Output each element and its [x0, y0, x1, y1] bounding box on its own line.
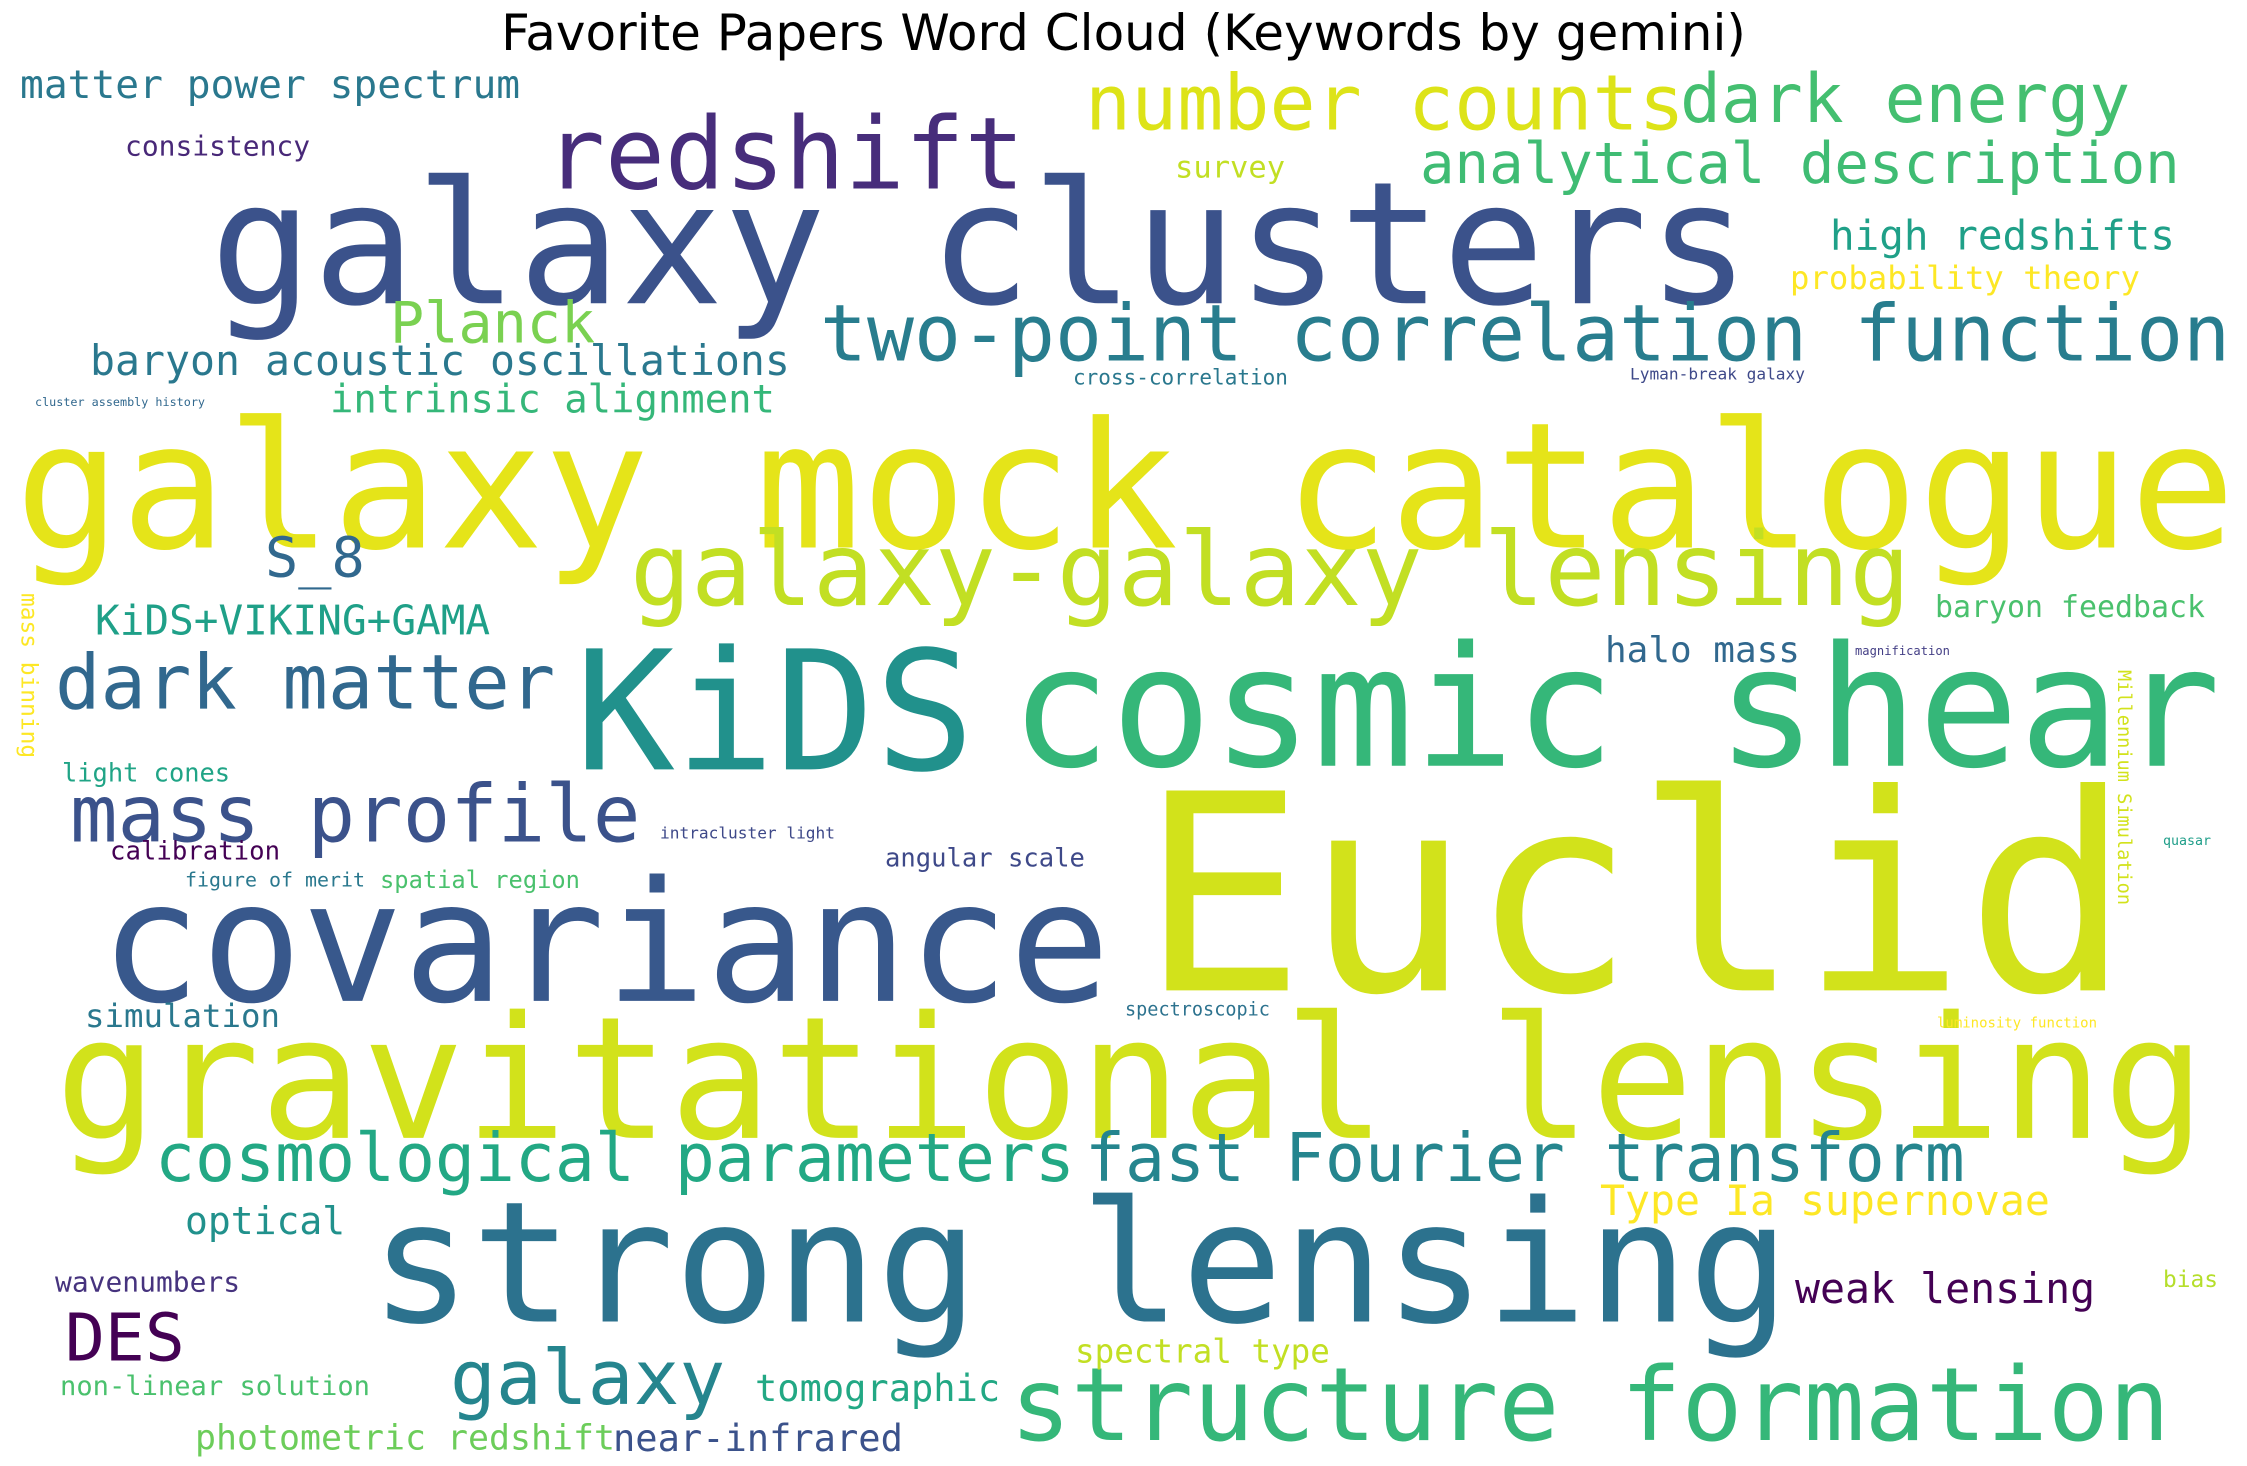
word-spectroscopic: spectroscopic: [1125, 998, 1270, 1020]
word-millennium-simulation: Millennium Simulation: [2113, 670, 2136, 906]
word-kids: KiDS: [575, 615, 975, 810]
word-two-point-correlation-function: two-point correlation function: [820, 287, 2231, 380]
word-probability-theory: probability theory: [1790, 259, 2140, 297]
word-consistency: consistency: [125, 129, 311, 163]
word-analytical-description: analytical description: [1420, 129, 2180, 197]
word-structure-formation: structure formation: [1010, 1345, 2170, 1465]
word-mass-profile: mass profile: [70, 767, 641, 861]
word-bias: bias: [2163, 1265, 2218, 1293]
word-magnification: magnification: [1855, 643, 1950, 659]
word-redshift: redshift: [545, 96, 1025, 213]
word-planck: Planck: [390, 289, 596, 357]
word-photometric-redshift: photometric redshift: [195, 1416, 616, 1458]
word-mass-binning: mass binning: [16, 593, 43, 759]
word-weak-lensing: weak lensing: [1795, 1264, 2096, 1313]
word-strong-lensing: strong lensing: [370, 1164, 1790, 1362]
word-intracluster-light: intracluster light: [660, 823, 835, 843]
word-galaxy-galaxy-lensing: galaxy-galaxy lensing: [630, 510, 1911, 630]
word-quasar: quasar: [2163, 832, 2212, 849]
word-kids-viking-gama: KiDS+VIKING+GAMA: [95, 596, 491, 645]
word-luminosity-function: luminosity function: [1937, 1014, 2097, 1032]
word-simulation: simulation: [85, 997, 281, 1035]
word-near-infrared: near-infrared: [613, 1416, 903, 1460]
word-halo-mass: halo mass: [1605, 628, 1800, 671]
word-intrinsic-alignment: intrinsic alignment: [330, 376, 775, 423]
word-angular-scale: angular scale: [885, 842, 1085, 873]
word-figure-of-merit: figure of merit: [185, 868, 366, 892]
word-baryon-feedback: baryon feedback: [1935, 589, 2206, 625]
word-dark-energy: dark energy: [1680, 58, 2131, 139]
word-light-cones: light cones: [62, 757, 231, 788]
word-survey: survey: [1175, 149, 1286, 185]
word-tomographic: tomographic: [755, 1366, 1001, 1410]
word-calibration: calibration: [110, 835, 281, 866]
word-covariance: covariance: [100, 844, 1111, 1042]
word-high-redshifts: high redshifts: [1830, 211, 2175, 260]
word-s-8: S_8: [265, 525, 365, 590]
word-cosmic-shear: cosmic shear: [1010, 609, 2221, 806]
word-des: DES: [65, 1299, 185, 1377]
word-gravitational-lensing: gravitational lensing: [55, 979, 2206, 1179]
word-lyman-break-galaxy: Lyman-break galaxy: [1630, 364, 1805, 384]
word-fast-fourier-transform: fast Fourier transform: [1085, 1119, 1965, 1197]
word-cluster-assembly-history: cluster assembly history: [35, 394, 205, 409]
word-type-ia-supernovae: Type Ia supernovae: [1600, 1176, 2050, 1225]
word-spectral-type: spectral type: [1075, 1332, 1330, 1371]
word-wavenumbers: wavenumbers: [55, 1265, 241, 1299]
word-spatial-region: spatial region: [380, 865, 580, 894]
word-galaxy: galaxy: [450, 1333, 726, 1423]
figure-title: Favorite Papers Word Cloud (Keywords by …: [501, 4, 1746, 62]
word-number-counts: number counts: [1085, 58, 1685, 148]
word-cross-correlation: cross-correlation: [1073, 365, 1288, 390]
word-matter-power-spectrum: matter power spectrum: [20, 61, 521, 108]
word-galaxy-mock-catalogue: galaxy mock catalogue: [15, 384, 2236, 590]
word-non-linear-solution: non-linear solution: [60, 1369, 370, 1402]
word-baryon-acoustic-oscillations: baryon acoustic oscillations: [90, 336, 790, 385]
word-cosmological-parameters: cosmological parameters: [155, 1119, 1075, 1197]
word-optical: optical: [185, 1198, 346, 1244]
word-dark-matter: dark matter: [55, 638, 556, 727]
word-euclid: Euclid: [1140, 735, 2131, 1057]
word-galaxy-clusters: galaxy clusters: [210, 144, 1751, 345]
